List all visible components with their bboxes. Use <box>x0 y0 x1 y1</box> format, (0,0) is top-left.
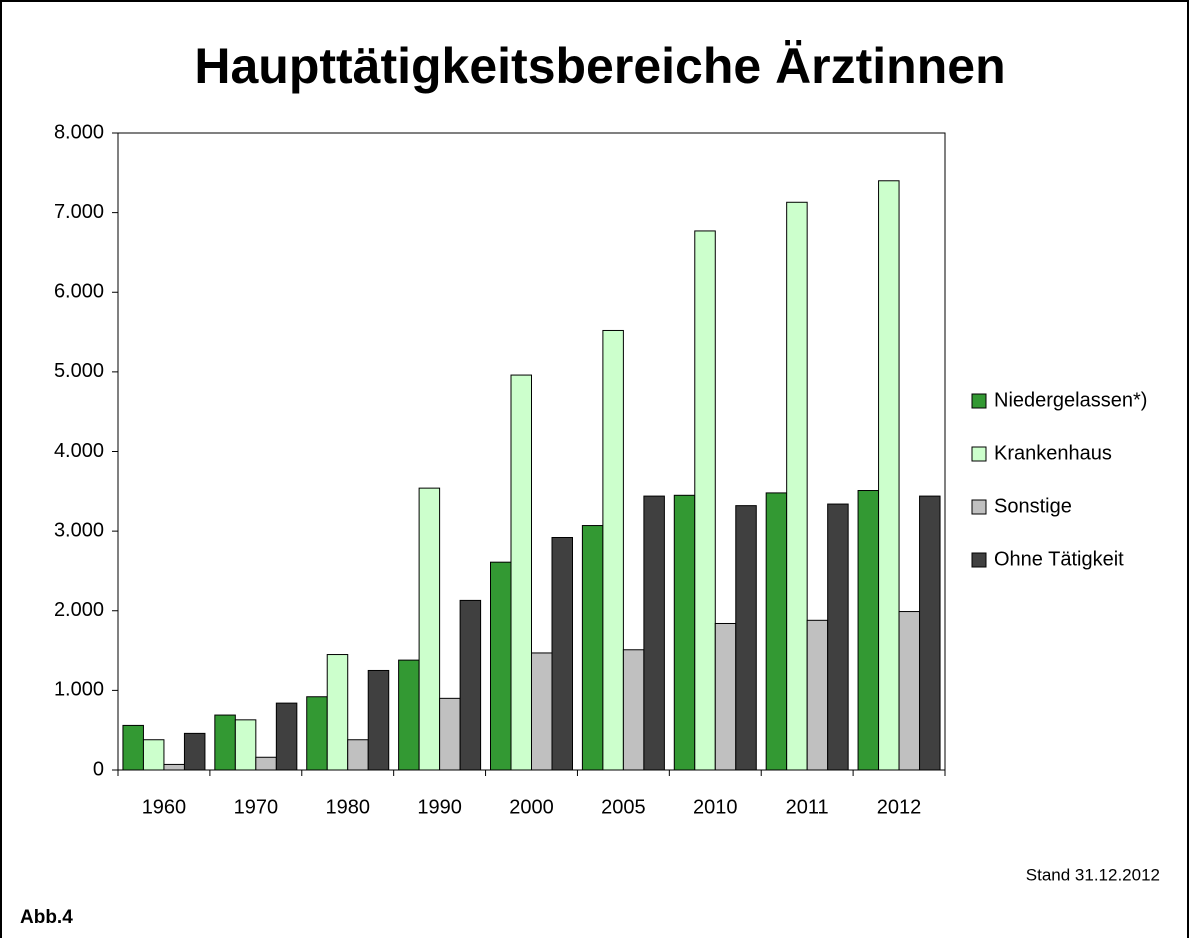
y-tick-label: 5.000 <box>54 360 104 382</box>
y-tick-label: 8.000 <box>54 121 104 143</box>
bar <box>857 490 880 771</box>
bar <box>827 503 849 771</box>
y-tick-label: 7.000 <box>54 201 104 223</box>
bar <box>255 756 277 771</box>
bar <box>602 329 624 771</box>
bar <box>551 536 573 771</box>
bar <box>398 659 420 771</box>
x-tick-label: 2011 <box>786 796 829 818</box>
legend-label: Sonstige <box>994 495 1072 517</box>
x-tick-label: 1990 <box>417 796 462 818</box>
x-tick-label: 2000 <box>509 796 554 818</box>
y-tick-label: 1.000 <box>54 679 104 701</box>
x-tick-label: 2010 <box>693 796 738 818</box>
y-tick-label: 3.000 <box>54 519 104 541</box>
bar <box>581 525 604 771</box>
x-tick-label: 2012 <box>877 796 922 818</box>
bar <box>490 561 512 771</box>
bar <box>878 180 900 771</box>
bar <box>898 611 921 771</box>
bar <box>714 622 737 771</box>
bar <box>531 652 553 771</box>
legend-label: Ohne Tätigkeit <box>994 548 1124 570</box>
bar <box>183 732 206 771</box>
annotation: Stand 31.12.2012 <box>1026 865 1160 884</box>
y-tick-label: 0 <box>93 758 104 780</box>
bar <box>806 619 829 771</box>
legend-swatch <box>971 393 987 409</box>
bar <box>142 739 165 771</box>
bar <box>786 201 808 771</box>
bar <box>367 669 390 771</box>
bar <box>122 724 144 771</box>
bar <box>275 702 298 771</box>
bar <box>326 654 349 771</box>
legend-swatch <box>971 446 987 462</box>
bar <box>459 599 482 771</box>
y-tick-label: 6.000 <box>54 281 104 303</box>
bar <box>622 649 645 771</box>
bar <box>919 495 941 771</box>
bar <box>765 492 788 771</box>
bar <box>214 714 236 771</box>
legend-swatch <box>971 552 987 568</box>
bar <box>306 696 328 771</box>
bar <box>439 697 461 771</box>
x-tick-label: 1960 <box>142 796 187 818</box>
legend-swatch <box>971 499 987 515</box>
annotation: Abb.4 <box>20 907 73 928</box>
bar <box>735 505 757 771</box>
y-tick-label: 2.000 <box>54 599 104 621</box>
bar <box>694 230 716 771</box>
legend-label: Krankenhaus <box>994 442 1112 464</box>
bar <box>673 494 696 771</box>
bar <box>510 374 532 771</box>
bar <box>643 495 665 771</box>
legend-label: Niedergelassen*) <box>994 389 1147 411</box>
x-tick-label: 1970 <box>234 796 279 818</box>
bar <box>163 763 185 771</box>
x-tick-label: 1980 <box>325 796 370 818</box>
bar <box>418 487 441 771</box>
bar <box>347 739 369 771</box>
chart-title: Haupttätigkeitsbereiche Ärztinnen <box>194 38 1005 94</box>
x-tick-label: 2005 <box>601 796 646 818</box>
bar <box>234 719 257 771</box>
y-tick-label: 4.000 <box>54 440 104 462</box>
